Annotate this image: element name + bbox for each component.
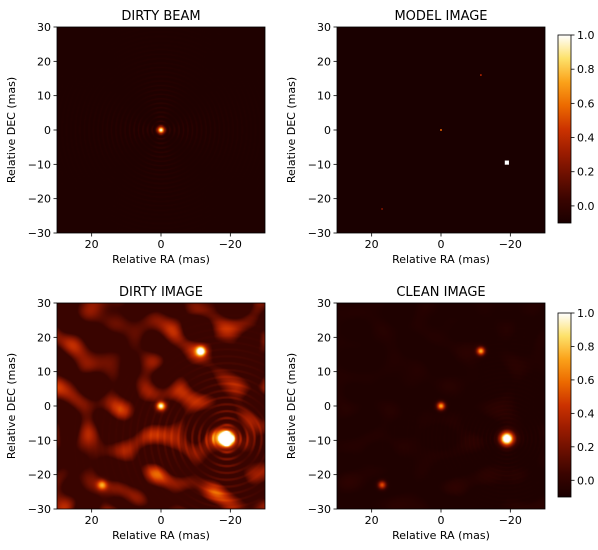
y-tick-label: 10: [317, 366, 331, 379]
y-tick-label: −30: [28, 227, 51, 240]
y-axis-label: Relative DEC (mas): [285, 77, 298, 183]
colorbar-tick-label: 0.4: [577, 407, 595, 420]
y-tick-label: −30: [308, 503, 331, 516]
x-tick-label: −20: [499, 238, 522, 251]
x-axis-label: Relative RA (mas): [392, 529, 490, 542]
y-tick-label: 20: [37, 55, 51, 68]
y-tick-label: −20: [308, 469, 331, 482]
y-axis-label: Relative DEC (mas): [285, 353, 298, 459]
y-tick-label: 30: [317, 21, 331, 34]
heatmap-image: [337, 303, 545, 509]
x-tick-label: −20: [499, 514, 522, 527]
y-tick-label: −10: [308, 158, 331, 171]
y-tick-label: 0: [44, 124, 51, 137]
y-axis-label: Relative DEC (mas): [5, 353, 18, 459]
y-tick-label: 0: [324, 400, 331, 413]
colorbar: [557, 312, 572, 498]
panel-title: MODEL IMAGE: [394, 9, 487, 24]
heatmap-image: [57, 27, 265, 233]
model-component-1: [440, 129, 442, 131]
y-tick-label: 0: [324, 124, 331, 137]
y-tick-label: 10: [317, 90, 331, 103]
colorbar-tick-label: 1.0: [577, 29, 595, 42]
x-axis-label: Relative RA (mas): [112, 529, 210, 542]
colorbar-tick-label: 0.8: [577, 63, 595, 76]
panel-title: DIRTY IMAGE: [119, 285, 203, 300]
panel-title: DIRTY BEAM: [121, 9, 200, 24]
y-tick-label: −20: [308, 193, 331, 206]
y-tick-label: −10: [308, 434, 331, 447]
model-component-0: [504, 160, 509, 165]
y-tick-label: 30: [317, 297, 331, 310]
x-tick-label: −20: [219, 238, 242, 251]
colorbar-tick-label: 1.0: [577, 307, 595, 320]
colorbar-tick-label: 0.0: [577, 200, 595, 213]
x-tick-label: 20: [365, 514, 379, 527]
colorbar-tick-label: 0.4: [577, 132, 595, 145]
heatmap-image: [57, 303, 265, 509]
colorbar: [557, 34, 572, 224]
y-tick-label: 20: [317, 331, 331, 344]
x-tick-label: −20: [219, 514, 242, 527]
x-tick-label: 0: [158, 514, 165, 527]
panel-0: DIRTY BEAM 20 0 −20 30 20 10 0 −10 −20 −30 Relative…: [5, 9, 266, 266]
colorbar-tick-label: 0.6: [577, 374, 595, 387]
y-tick-label: −10: [28, 434, 51, 447]
panel-title: CLEAN IMAGE: [396, 285, 485, 300]
y-tick-label: −20: [28, 469, 51, 482]
y-tick-label: −10: [28, 158, 51, 171]
x-tick-label: 0: [438, 238, 445, 251]
colorbar-tick-label: 0.2: [577, 166, 595, 179]
colorbar-tick-label: 0.2: [577, 441, 595, 454]
x-axis-label: Relative RA (mas): [392, 253, 490, 266]
model-component-3: [381, 208, 383, 210]
panel-1: MODEL IMAGE 20 0 −20 30 20 10 0 −10 −20 −30 Relativ…: [285, 9, 595, 266]
y-tick-label: −30: [28, 503, 51, 516]
colorbar-tick-label: 0.8: [577, 340, 595, 353]
model-component-2: [480, 74, 482, 76]
x-axis-label: Relative RA (mas): [112, 253, 210, 266]
colorbar-tick-label: 0.6: [577, 97, 595, 110]
colorbar-tick-label: 0.0: [577, 474, 595, 487]
x-tick-label: 0: [438, 514, 445, 527]
panels: DIRTY BEAM 20 0 −20 30 20 10 0 −10 −20 −30 Relative…: [5, 9, 595, 542]
x-tick-label: 0: [158, 238, 165, 251]
y-tick-label: −20: [28, 193, 51, 206]
y-tick-label: 30: [37, 21, 51, 34]
y-tick-label: 20: [317, 55, 331, 68]
panel-2: DIRTY IMAGE 20 0 −20 30 20 10 0 −10 −20 −30 Relativ…: [5, 285, 266, 542]
y-tick-label: 30: [37, 297, 51, 310]
y-tick-label: −30: [308, 227, 331, 240]
y-tick-label: 10: [37, 366, 51, 379]
y-tick-label: 10: [37, 90, 51, 103]
x-tick-label: 20: [85, 238, 99, 251]
y-tick-label: 20: [37, 331, 51, 344]
y-tick-label: 0: [44, 400, 51, 413]
x-tick-label: 20: [365, 238, 379, 251]
panel-3: CLEAN IMAGE 20 0 −20 30 20 10 0 −10 −20 −30 Relativ…: [285, 285, 595, 542]
y-axis-label: Relative DEC (mas): [5, 77, 18, 183]
x-tick-label: 20: [85, 514, 99, 527]
